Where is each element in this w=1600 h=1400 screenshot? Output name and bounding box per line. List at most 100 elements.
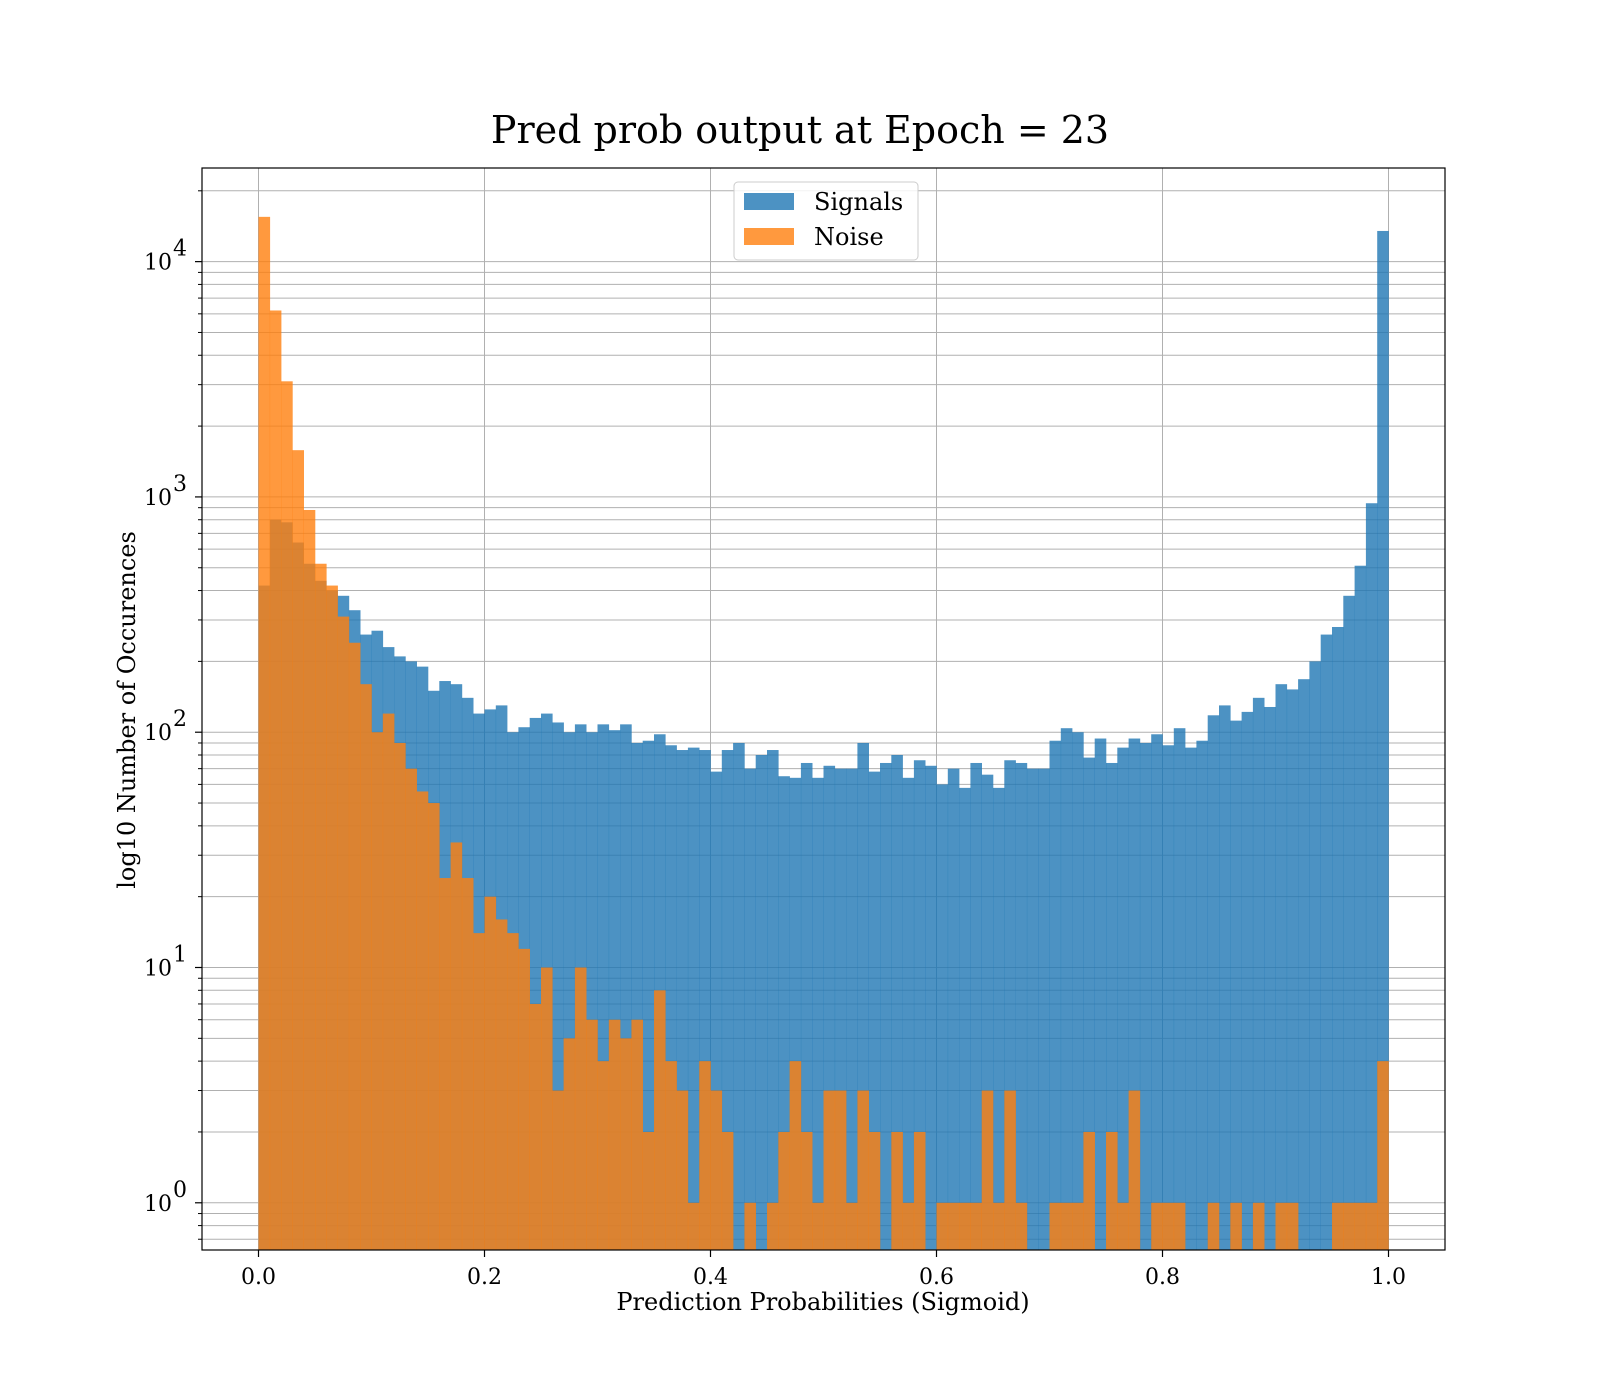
bar bbox=[699, 1061, 711, 1250]
bar bbox=[868, 771, 881, 1250]
y-tick-exponent: 3 bbox=[173, 472, 187, 497]
bar bbox=[687, 747, 700, 1250]
bar bbox=[281, 381, 293, 1250]
bar bbox=[812, 777, 824, 1250]
bar bbox=[586, 732, 598, 1250]
bar bbox=[891, 755, 903, 1250]
bar bbox=[857, 742, 869, 1250]
bar bbox=[947, 1202, 960, 1250]
bar bbox=[1230, 1202, 1242, 1250]
bar bbox=[789, 777, 802, 1250]
bar bbox=[767, 750, 779, 1250]
bar bbox=[1117, 1202, 1129, 1250]
bar bbox=[1252, 1202, 1265, 1250]
bar bbox=[800, 762, 813, 1250]
bar bbox=[631, 742, 643, 1250]
bar bbox=[1241, 711, 1254, 1250]
bar bbox=[631, 1019, 643, 1250]
bar bbox=[292, 450, 304, 1250]
bar bbox=[1286, 1202, 1299, 1250]
bar bbox=[382, 713, 395, 1250]
x-tick-label: 1.0 bbox=[1371, 1265, 1406, 1290]
bar bbox=[1207, 715, 1220, 1250]
bar bbox=[710, 1090, 723, 1250]
bar bbox=[315, 563, 327, 1250]
bar bbox=[1354, 565, 1367, 1250]
bar bbox=[778, 1131, 790, 1250]
bar bbox=[495, 919, 508, 1250]
bar bbox=[1162, 745, 1175, 1250]
bar bbox=[812, 1202, 824, 1250]
bar bbox=[1139, 742, 1152, 1250]
bar bbox=[1377, 230, 1389, 1250]
bar bbox=[529, 717, 542, 1250]
bar bbox=[1219, 705, 1231, 1250]
y-tick-exponent: 2 bbox=[173, 707, 187, 732]
bar bbox=[947, 768, 960, 1250]
x-tick-label: 0.4 bbox=[693, 1265, 728, 1290]
bar bbox=[823, 765, 836, 1250]
bar bbox=[1196, 740, 1208, 1250]
bar bbox=[823, 1090, 836, 1250]
bar bbox=[1298, 679, 1310, 1250]
bar bbox=[755, 755, 768, 1250]
bar bbox=[1275, 684, 1288, 1250]
bar bbox=[687, 1202, 700, 1250]
bar bbox=[800, 1131, 813, 1250]
bar bbox=[416, 791, 429, 1250]
bar bbox=[1015, 762, 1028, 1250]
bar bbox=[563, 1038, 576, 1250]
bar bbox=[507, 933, 519, 1250]
bar bbox=[846, 768, 858, 1250]
bar bbox=[1060, 1202, 1073, 1250]
bar bbox=[642, 1131, 655, 1250]
bar bbox=[925, 765, 937, 1250]
bar bbox=[1128, 1090, 1141, 1250]
bar bbox=[620, 1038, 632, 1250]
bar bbox=[1173, 1202, 1186, 1250]
bar bbox=[1094, 738, 1107, 1250]
bar bbox=[789, 1061, 802, 1250]
bar bbox=[767, 1202, 779, 1250]
bar bbox=[1151, 734, 1163, 1250]
bar bbox=[394, 742, 406, 1250]
bar bbox=[1083, 757, 1095, 1250]
bar bbox=[518, 948, 530, 1250]
bar bbox=[959, 787, 971, 1250]
legend: Signals Noise bbox=[733, 181, 919, 261]
x-tick-label: 0.6 bbox=[919, 1265, 954, 1290]
bar bbox=[1275, 1202, 1288, 1250]
bar bbox=[326, 585, 338, 1250]
bar bbox=[1343, 1202, 1355, 1250]
bar bbox=[608, 730, 621, 1250]
bar bbox=[721, 1131, 734, 1250]
bar bbox=[1004, 1090, 1016, 1250]
bar bbox=[529, 1003, 542, 1250]
bar bbox=[993, 787, 1005, 1250]
bar bbox=[936, 784, 949, 1250]
bar bbox=[654, 990, 666, 1250]
bar bbox=[574, 967, 587, 1250]
bar bbox=[1128, 738, 1141, 1250]
bar bbox=[258, 216, 271, 1251]
bar bbox=[1173, 728, 1186, 1250]
bar bbox=[608, 1019, 621, 1250]
x-axis-label: Prediction Probabilities (Sigmoid) bbox=[616, 1288, 1029, 1316]
bar bbox=[699, 750, 711, 1250]
bar bbox=[676, 750, 689, 1250]
legend-label-noise: Noise bbox=[814, 223, 884, 251]
bar bbox=[1151, 1202, 1163, 1250]
bar bbox=[642, 740, 655, 1250]
bar bbox=[1185, 747, 1197, 1250]
bar bbox=[721, 750, 734, 1250]
bar bbox=[913, 1131, 926, 1250]
bar bbox=[891, 1131, 903, 1250]
bar bbox=[348, 642, 361, 1250]
bar bbox=[337, 616, 350, 1250]
bar bbox=[620, 724, 632, 1250]
bar bbox=[1309, 661, 1321, 1250]
bar bbox=[1060, 728, 1073, 1250]
chart-title: Pred prob output at Epoch = 23 bbox=[491, 108, 1109, 152]
bar bbox=[1332, 1202, 1344, 1250]
